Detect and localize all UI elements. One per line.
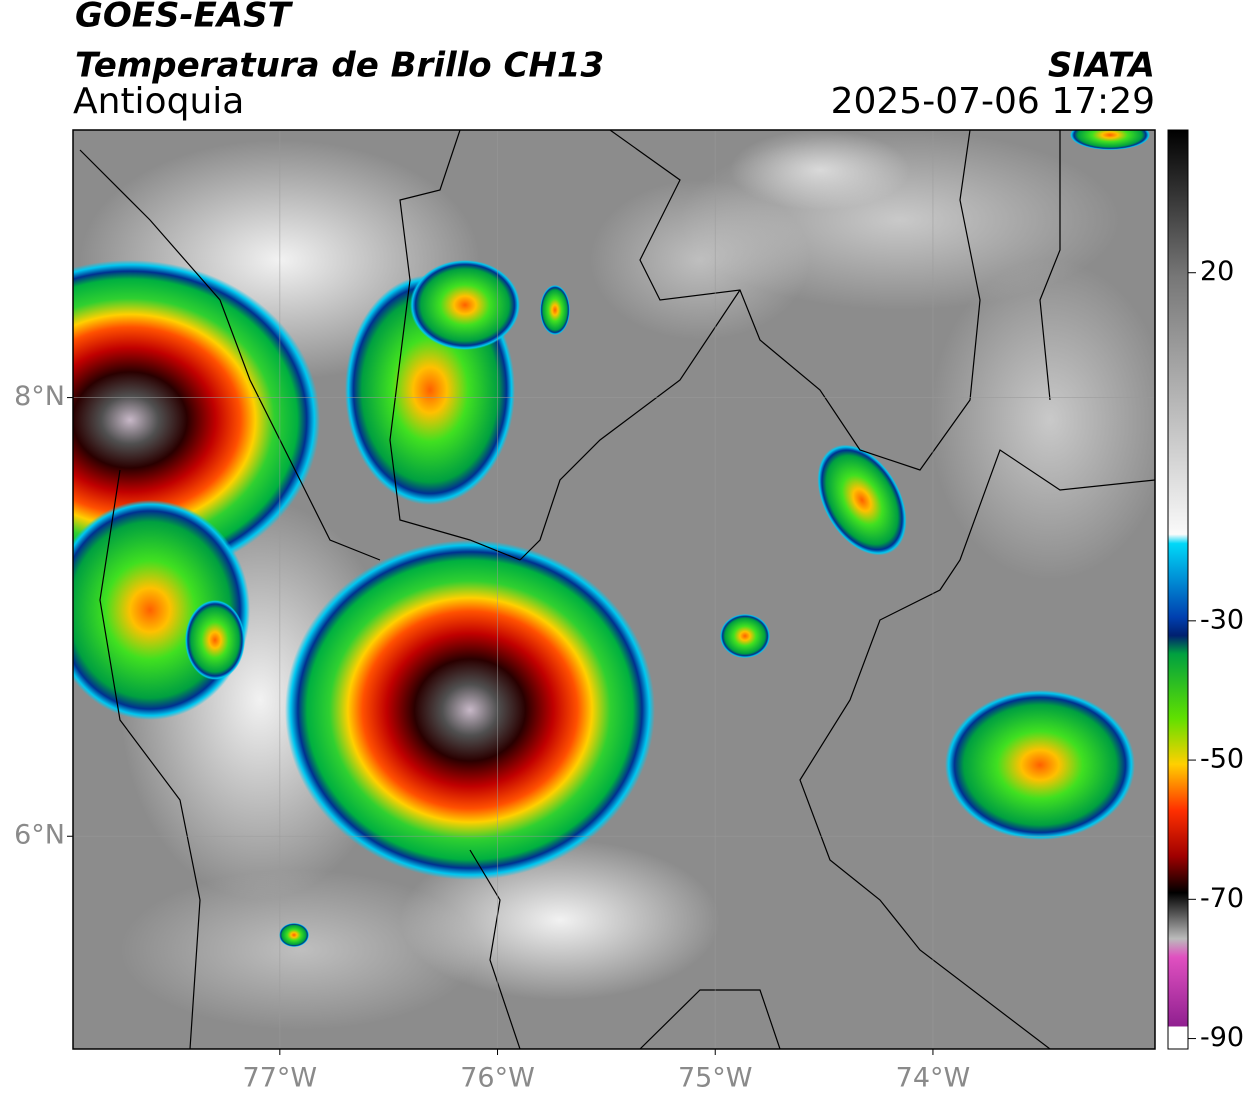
y-tick-label: 6°N <box>14 820 65 851</box>
colorbar-tick-label: -30 <box>1200 604 1244 635</box>
product: Temperatura de Brillo CH13 <box>75 46 604 86</box>
x-tick-label: 76°W <box>460 1063 535 1094</box>
title: GOES-EAST <box>75 0 294 36</box>
colorbar-tick-label: -70 <box>1200 883 1244 914</box>
colorbar-tick-label: -50 <box>1200 744 1244 775</box>
colorbar <box>1167 129 1189 1050</box>
colorbar-tick-label: -90 <box>1200 1022 1244 1053</box>
colorbar-tick-label: 20 <box>1200 256 1234 287</box>
graticule <box>73 130 1155 1049</box>
x-tick-label: 77°W <box>243 1063 318 1094</box>
datetime: 2025-07-06 17:29 <box>831 81 1155 122</box>
satellite-image <box>73 130 1155 1049</box>
source: SIATA <box>1048 46 1155 86</box>
map-frame <box>72 129 1156 1050</box>
x-tick-label: 75°W <box>678 1063 753 1094</box>
y-tick-label: 8°N <box>14 381 65 412</box>
x-tick-label: 74°W <box>896 1063 971 1094</box>
region: Antioquia <box>73 81 244 122</box>
